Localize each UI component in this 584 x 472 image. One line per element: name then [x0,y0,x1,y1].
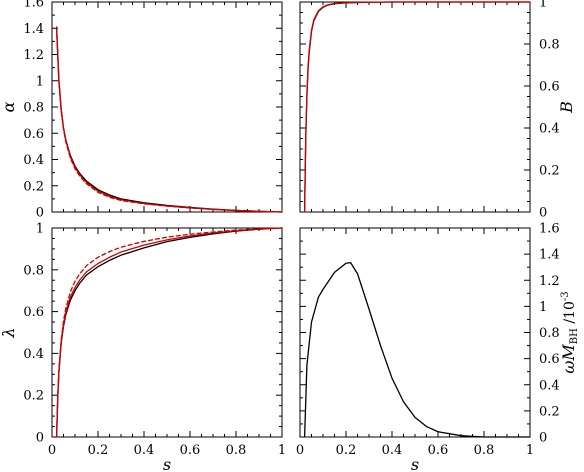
B-y-axis-label: B [557,101,576,114]
omega-x-tick-label: 0.2 [336,443,357,458]
lambda-x-tick-label: 0.2 [88,443,109,458]
lambda-frame [51,227,283,438]
lambda-x-tick-label: 0 [48,443,56,458]
B-y-tick-label: 0.2 [539,164,560,179]
lambda-series-line-2-dashed [55,227,283,438]
omega-x-tick-label: 1 [526,443,534,458]
B-y-tick-label: 0 [539,206,547,221]
omega-x-tick-label: 0 [296,443,304,458]
lambda-series-line-0 [55,227,283,438]
lambda-x-tick-label: 0.6 [180,443,201,458]
omega-y-tick-label: 1.6 [539,222,560,237]
lambda-y-tick-label: 0.8 [23,263,44,278]
alpha-y-tick-label: 1.2 [23,48,44,63]
lambda-y-tick-label: 1 [36,222,44,237]
omega-x-tick-label: 0.4 [382,443,403,458]
lambda-x-tick-label: 0.8 [226,443,247,458]
B-frame [299,1,531,213]
alpha-y-tick-label: 0 [36,206,44,221]
lambda-x-tick-label: 0.4 [134,443,155,458]
omega-y-tick-label: 0.2 [539,404,560,419]
B-series-line-0 [303,1,531,213]
lambda-y-axis-label: λ [0,327,18,338]
panel-lambda: 0 0.2 0.4 0.6 0.8 1 0 0.2 0.4 0.6 0.8 1 λ s [0,222,286,472]
panel-B: 0 0.2 0.4 0.6 0.8 1 B [299,0,576,221]
B-series-line-1 [303,1,531,213]
omega-frame [299,227,531,438]
lambda-x-tick-label: 1 [278,443,286,458]
alpha-series-line-0 [55,27,283,213]
alpha-y-tick-label: 1.6 [23,0,44,11]
lambda-series-line-1 [55,227,283,438]
alpha-y-tick-label: 0.8 [23,101,44,116]
B-y-tick-label: 1 [539,0,547,11]
alpha-y-tick-label: 1.4 [23,22,44,37]
omega-series-line-0 [303,261,531,438]
lambda-y-tick-label: 0.2 [23,389,44,404]
lambda-y-tick-label: 0.4 [23,347,44,362]
omega-y-tick-label: 1.2 [539,274,560,289]
omega-x-tick-label: 0.6 [428,443,449,458]
B-y-tick-label: 0.6 [539,80,560,95]
omega-y-tick-label: 0.4 [539,378,560,393]
lambda-y-tick-label: 0.6 [23,305,44,320]
omega-y-axis-label: ωMBH /10-3 [559,291,580,373]
omega-y-tick-label: 1.4 [539,248,560,263]
panel-alpha: 0 0.2 0.4 0.6 0.8 1 1.2 1.4 1.6 α [0,0,283,221]
panel-omega: 0 0.2 0.4 0.6 0.8 100.20.40.60.811.21.41.6ωMB… [296,222,580,472]
omega-x-axis-label: s [411,455,419,472]
alpha-y-axis-label: α [0,101,18,112]
omega-y-tick-label: 1 [539,300,547,315]
omega-y-tick-label: 0.6 [539,352,560,367]
omega-y-tick-label: 0.8 [539,326,560,341]
alpha-y-tick-label: 0.6 [23,127,44,142]
omega-y-tick-label: 0 [539,431,547,446]
alpha-series-line-2-dashed [55,27,283,213]
alpha-y-tick-label: 0.4 [23,153,44,168]
alpha-y-tick-label: 1 [36,74,44,89]
lambda-x-axis-label: s [163,455,171,472]
B-y-tick-label: 0.8 [539,38,560,53]
lambda-y-tick-label: 0 [36,431,44,446]
alpha-y-tick-label: 0.2 [23,179,44,194]
omega-x-tick-label: 0.8 [474,443,495,458]
B-y-tick-label: 0.4 [539,122,560,137]
